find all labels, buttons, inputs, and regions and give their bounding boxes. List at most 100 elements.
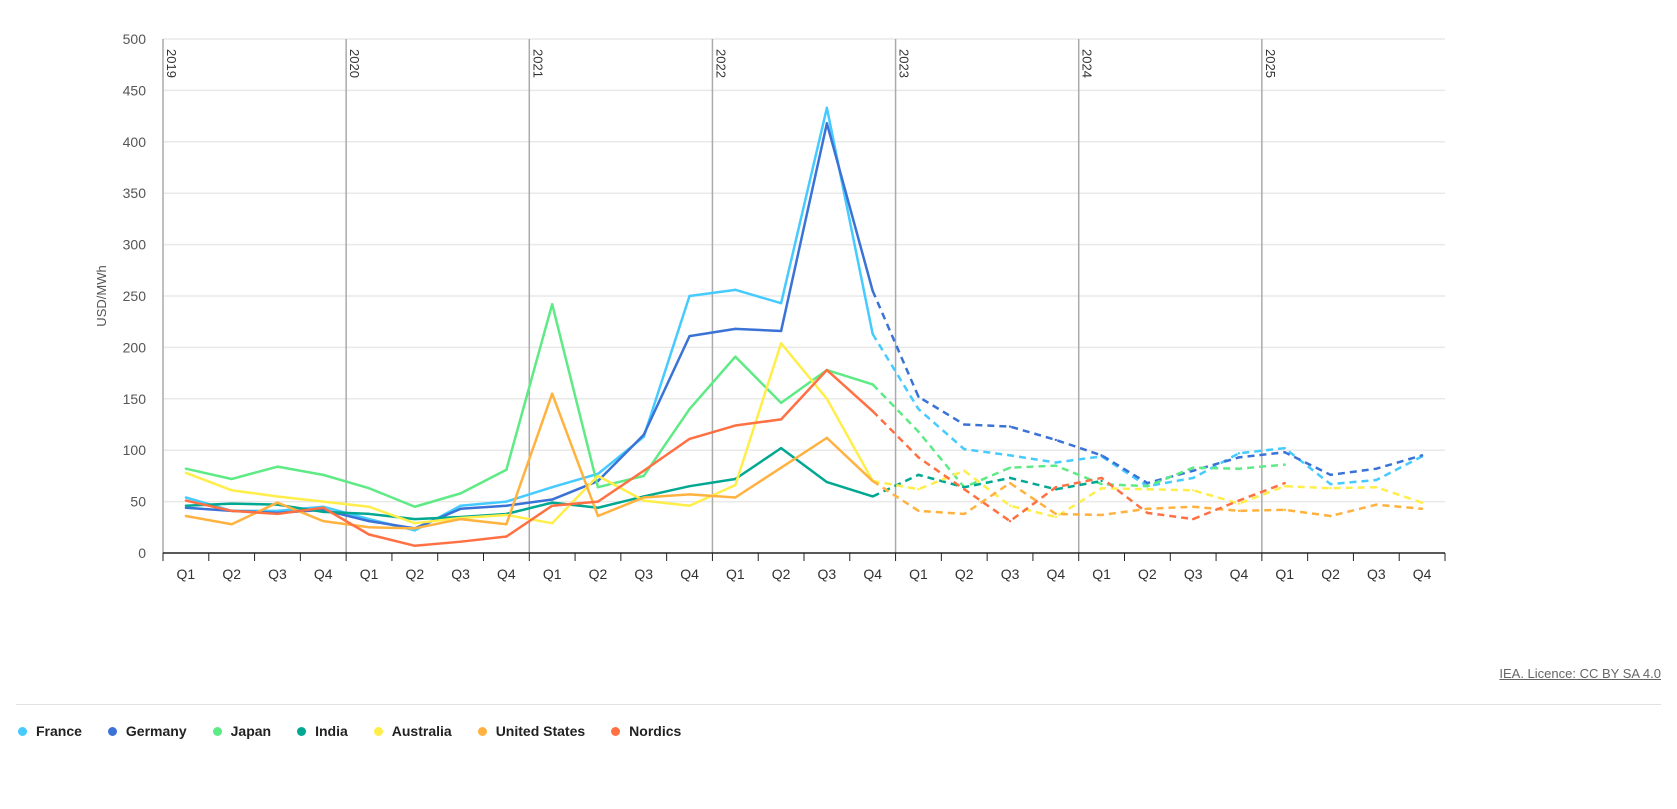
series-japan xyxy=(184,302,1286,508)
legend-label: Germany xyxy=(125,723,187,739)
data-point xyxy=(825,106,829,110)
legend-item-australia[interactable]: Australia xyxy=(373,723,452,739)
year-label: 2021 xyxy=(530,49,545,78)
data-point xyxy=(505,504,508,507)
data-point xyxy=(779,401,783,405)
data-point xyxy=(779,342,783,345)
data-point xyxy=(963,486,966,489)
legend-item-germany[interactable]: Germany xyxy=(107,723,187,739)
y-tick-label: 150 xyxy=(123,391,147,407)
data-point xyxy=(459,540,462,543)
data-point xyxy=(184,471,188,475)
data-point xyxy=(1237,499,1241,502)
data-point xyxy=(1375,467,1378,470)
legend-label: India xyxy=(315,723,348,739)
data-point xyxy=(1100,487,1103,490)
data-point xyxy=(230,489,233,492)
series-line-japan xyxy=(185,302,874,508)
data-point xyxy=(1237,452,1241,455)
data-point xyxy=(1100,513,1103,517)
data-point xyxy=(413,529,417,532)
data-point xyxy=(550,504,554,507)
data-point xyxy=(688,294,691,298)
data-point xyxy=(1237,456,1241,459)
x-tick-label: Q3 xyxy=(1184,566,1203,582)
x-tick-label: Q1 xyxy=(1092,566,1111,582)
data-point xyxy=(1054,486,1058,489)
data-point xyxy=(1054,515,1058,519)
data-point xyxy=(871,289,874,293)
legend-item-nordics[interactable]: Nordics xyxy=(611,723,681,739)
source-license-link[interactable]: IEA. Licence: CC BY SA 4.0 xyxy=(1499,666,1661,681)
data-point xyxy=(505,468,508,471)
data-point xyxy=(596,472,600,476)
x-tick-label: Q3 xyxy=(634,566,653,582)
legend-dot-icon xyxy=(373,726,383,736)
data-point xyxy=(367,512,371,516)
data-point xyxy=(734,496,737,499)
legend-item-india[interactable]: India xyxy=(297,723,348,739)
data-point xyxy=(917,456,920,459)
data-point xyxy=(322,506,325,509)
data-point xyxy=(505,500,508,503)
data-point xyxy=(734,288,737,292)
data-point xyxy=(1008,519,1012,523)
data-point xyxy=(1054,464,1058,467)
year-label: 2025 xyxy=(1263,49,1278,78)
y-tick-label: 50 xyxy=(130,494,146,510)
x-tick-label: Q3 xyxy=(818,566,837,582)
data-point xyxy=(505,523,508,526)
data-point xyxy=(550,498,554,501)
data-point xyxy=(367,505,371,508)
data-point xyxy=(1008,425,1012,428)
legend-item-france[interactable]: France xyxy=(18,723,82,739)
data-point xyxy=(642,499,645,502)
y-tick-label: 200 xyxy=(123,339,147,355)
series-line-india xyxy=(185,446,874,521)
legend-label: United States xyxy=(495,723,586,739)
data-point xyxy=(1008,481,1012,485)
data-point xyxy=(1146,481,1149,485)
data-point xyxy=(963,423,966,426)
series-forecast-line-germany xyxy=(871,290,1423,485)
data-point xyxy=(734,355,737,358)
data-point xyxy=(459,517,462,521)
data-point xyxy=(917,488,920,491)
data-point xyxy=(1100,476,1103,480)
data-point xyxy=(825,436,829,440)
data-point xyxy=(596,514,600,518)
data-point xyxy=(917,473,920,477)
data-point xyxy=(505,513,508,517)
data-point xyxy=(825,480,829,484)
legend-item-united-states[interactable]: United States xyxy=(477,723,586,739)
x-tick-label: Q4 xyxy=(497,566,516,582)
legend-item-japan[interactable]: Japan xyxy=(212,723,271,739)
data-point xyxy=(871,409,874,413)
data-point xyxy=(917,430,920,433)
data-point xyxy=(642,433,645,436)
data-point xyxy=(276,509,279,513)
data-point xyxy=(1283,463,1286,466)
year-label: 2020 xyxy=(347,49,362,78)
data-point xyxy=(1283,484,1286,488)
data-point xyxy=(322,510,325,514)
data-point xyxy=(367,517,371,521)
data-point xyxy=(1008,454,1012,457)
data-point xyxy=(1054,461,1058,464)
data-point xyxy=(1100,479,1103,483)
data-point xyxy=(322,500,325,503)
data-point xyxy=(963,488,966,491)
data-point xyxy=(1329,473,1332,477)
data-point xyxy=(184,499,188,502)
data-point xyxy=(917,407,920,411)
data-point xyxy=(963,447,966,451)
data-point xyxy=(550,392,554,395)
data-point xyxy=(1420,501,1424,504)
x-tick-label: Q1 xyxy=(543,566,562,582)
year-label: 2023 xyxy=(897,49,912,78)
data-point xyxy=(871,479,874,483)
data-point xyxy=(413,544,417,548)
legend-dot-icon xyxy=(297,726,307,736)
data-point xyxy=(230,502,233,505)
y-tick-label: 250 xyxy=(123,288,147,304)
